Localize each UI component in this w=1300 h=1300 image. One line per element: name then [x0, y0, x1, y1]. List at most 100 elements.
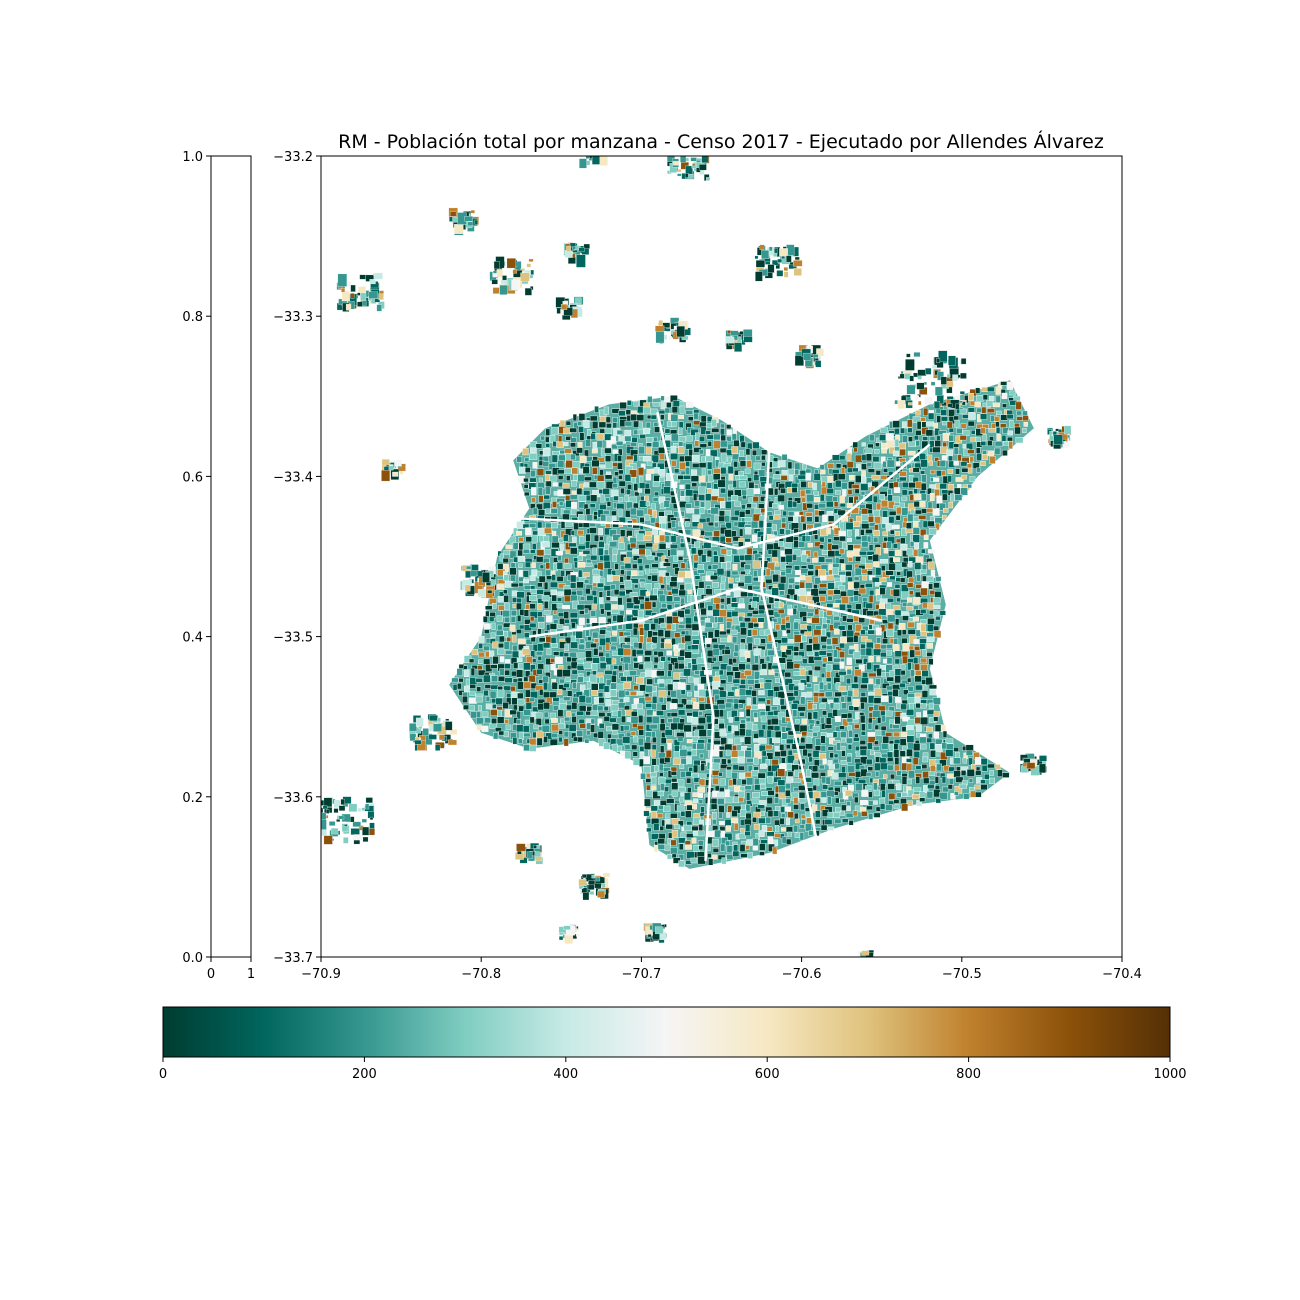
census-block [566, 656, 572, 663]
census-block [612, 483, 618, 489]
census-block [638, 548, 646, 556]
census-block [577, 545, 586, 550]
census-block [686, 756, 692, 765]
census-block [338, 815, 345, 820]
census-block [845, 812, 854, 818]
census-block [612, 548, 619, 555]
census-block [846, 717, 854, 723]
census-block [693, 798, 698, 803]
census-block [497, 709, 502, 718]
census-block [611, 444, 618, 450]
census-block [571, 669, 578, 675]
census-block [537, 582, 543, 588]
census-block [772, 737, 781, 744]
census-block [616, 441, 624, 446]
census-block [766, 643, 773, 650]
census-block [572, 474, 578, 481]
census-block [802, 463, 807, 470]
census-block [792, 501, 798, 508]
census-block [592, 547, 597, 555]
census-block [914, 562, 922, 570]
census-block [624, 744, 631, 750]
census-block [882, 531, 888, 536]
census-block [613, 495, 619, 501]
census-block [617, 455, 622, 462]
census-block [833, 589, 841, 595]
census-block [900, 537, 906, 544]
census-block [718, 703, 726, 710]
census-block [894, 757, 900, 765]
census-block [785, 616, 790, 622]
census-block [860, 483, 869, 491]
census-block [644, 661, 653, 670]
census-block [525, 527, 532, 536]
census-block [921, 421, 927, 428]
census-block [683, 724, 692, 733]
census-block [684, 582, 693, 591]
census-block [576, 665, 585, 671]
census-block [840, 810, 845, 816]
census-block [492, 603, 497, 609]
census-block [537, 643, 544, 652]
census-block [362, 836, 369, 842]
census-block [435, 744, 441, 751]
census-block [920, 417, 926, 422]
map-x-tick-label: −70.5 [942, 967, 982, 982]
census-block [947, 784, 953, 790]
census-block [834, 691, 843, 698]
census-block [712, 648, 720, 657]
census-block [634, 584, 639, 589]
census-block [819, 494, 825, 502]
census-block [731, 446, 739, 454]
census-block [679, 542, 686, 548]
census-block [637, 488, 643, 493]
census-block [643, 742, 652, 750]
census-block [789, 261, 794, 266]
census-block [968, 393, 974, 401]
census-block [692, 514, 701, 522]
census-block [753, 488, 761, 495]
census-block [853, 706, 860, 711]
census-block [529, 274, 534, 279]
census-block [571, 622, 576, 629]
census-block [341, 287, 346, 293]
census-block [833, 703, 841, 710]
census-block [531, 497, 536, 503]
census-block [557, 469, 566, 475]
census-block [767, 775, 774, 784]
census-block [795, 818, 800, 824]
census-block [839, 725, 845, 730]
census-block [656, 552, 665, 558]
census-block [656, 670, 665, 677]
census-block [670, 576, 678, 583]
census-block [683, 475, 692, 480]
census-block [962, 430, 970, 437]
census-block [720, 423, 725, 429]
census-block [518, 582, 524, 587]
census-block [651, 574, 658, 582]
census-block [929, 610, 934, 615]
census-block [570, 453, 576, 461]
census-block [489, 690, 497, 699]
census-block [599, 662, 607, 670]
census-block [872, 554, 879, 562]
census-block [639, 603, 645, 610]
census-block [612, 730, 618, 735]
census-block [793, 260, 803, 267]
census-block [671, 853, 677, 859]
census-block [640, 773, 647, 780]
census-block [631, 609, 639, 617]
census-block [835, 797, 840, 804]
census-block [464, 584, 471, 592]
census-block [599, 464, 606, 469]
census-block [975, 437, 981, 443]
census-block [953, 770, 961, 778]
census-block [967, 420, 975, 427]
census-block [894, 439, 900, 447]
census-block [509, 536, 516, 544]
census-block [718, 669, 724, 676]
census-block [639, 476, 644, 483]
census-block [933, 401, 941, 409]
census-block [805, 811, 814, 818]
census-block [785, 789, 791, 797]
